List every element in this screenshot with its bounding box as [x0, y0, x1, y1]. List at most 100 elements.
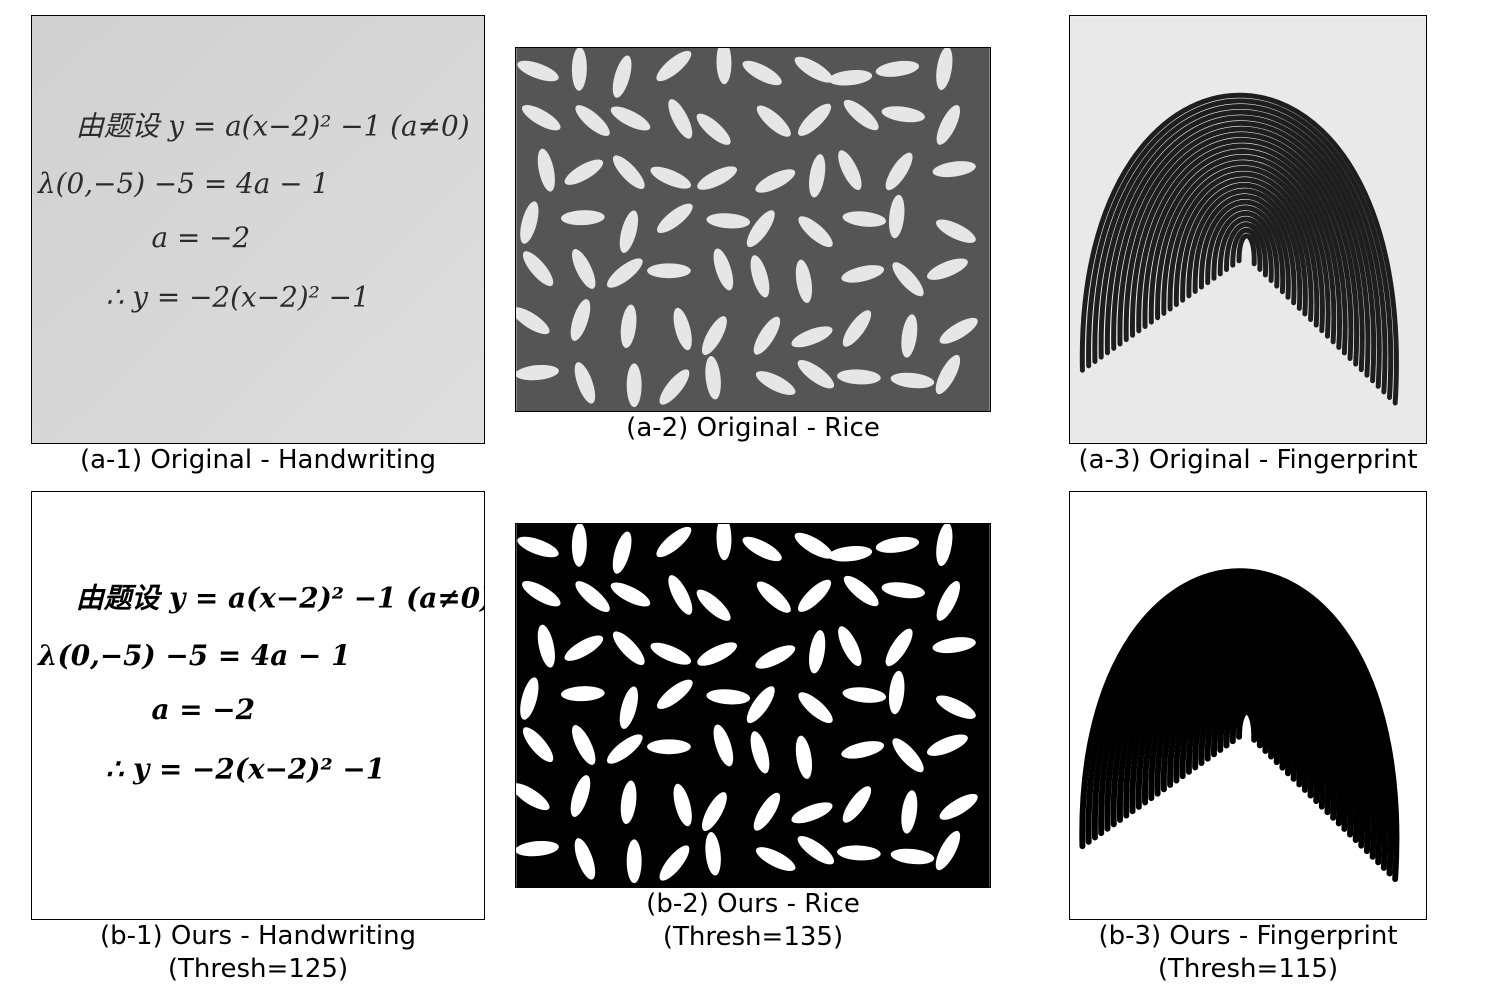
rice-grain	[572, 725, 596, 765]
caption-b3-line1: (b-3) Ours - Fingerprint	[1098, 921, 1398, 951]
rice-grain	[755, 169, 796, 193]
rice-grain	[612, 155, 645, 190]
rice-grain	[842, 211, 887, 227]
fingerprint-ridge	[1148, 154, 1337, 345]
fingerprint-ridge	[1111, 120, 1371, 378]
caption-b1-line1: (b-1) Ours - Handwriting	[99, 921, 417, 951]
rice-grain	[697, 642, 738, 666]
rice-grain	[791, 802, 833, 824]
rice-grain	[936, 104, 961, 145]
rice-grain	[795, 735, 813, 779]
rice-grain	[656, 679, 693, 710]
panel-a2-rice-original	[515, 47, 991, 412]
rice-grain	[659, 369, 690, 405]
rice-grain	[926, 258, 968, 280]
rice-grain	[794, 532, 833, 559]
caption-b2-line1: (b-2) Ours - Rice	[646, 889, 860, 919]
fingerprint-ridge	[1086, 98, 1394, 400]
rice-grain	[926, 734, 968, 756]
rice-grain	[888, 670, 905, 715]
rice-grain	[575, 105, 610, 137]
caption-a3-line1: (a-3) Original - Fingerprint	[1078, 445, 1418, 475]
rice-grain	[890, 372, 935, 389]
rice-grain	[570, 299, 591, 341]
fingerprint-ridge	[1123, 607, 1360, 844]
rice-grain	[705, 832, 721, 876]
handwriting-bin-line-1: 由题设 y = a(x−2)² −1 (a≠0)	[76, 581, 484, 614]
rice-grain	[713, 724, 734, 767]
fingerprint-ridge	[1079, 568, 1400, 883]
rice-grain	[620, 304, 637, 349]
fingerprint-binarized-image	[1070, 492, 1426, 919]
fingerprint-ridge	[1130, 137, 1354, 361]
rice-grain	[606, 258, 643, 288]
fingerprint-ridge	[1135, 618, 1349, 832]
handwriting-original-image: 由题设 y = a(x−2)² −1 (a≠0) λ(0,−5) −5 = 4a…	[32, 16, 484, 443]
rice-grain	[673, 783, 692, 827]
rice-grain	[574, 838, 596, 880]
rice-grain	[537, 148, 555, 192]
rice-grain	[560, 686, 605, 702]
handwriting-line-1: 由题设 y = a(x−2)² −1 (a≠0)	[76, 109, 470, 142]
rice-grain	[673, 307, 692, 351]
caption-a1: (a-1) Original - Handwriting	[17, 444, 499, 477]
fingerprint-ridge	[1186, 188, 1303, 311]
rice-grain	[935, 830, 961, 871]
rice-grain	[756, 105, 791, 137]
caption-b2: (b-2) Ours - Rice (Thresh=135)	[500, 888, 1006, 954]
rice-grain	[612, 631, 645, 666]
fingerprint-ridge	[1091, 579, 1388, 871]
handwriting-bin-line-3: a = −2	[151, 693, 255, 726]
rice-grain	[809, 154, 826, 198]
handwriting-bin-line-2: λ(0,−5) −5 = 4a − 1	[37, 639, 350, 672]
fingerprint-ridge	[1155, 160, 1331, 339]
rice-grain	[746, 210, 775, 248]
handwriting-bin-line-4: ∴ y = −2(x−2)² −1	[106, 753, 385, 786]
rice-grain	[516, 364, 559, 381]
fingerprint-ridge	[1167, 647, 1320, 805]
caption-a3: (a-3) Original - Fingerprint	[1050, 444, 1446, 477]
rice-grain	[935, 695, 976, 719]
rice-grain	[659, 845, 690, 881]
handwriting-line-4: ∴ y = −2(x−2)² −1	[106, 281, 370, 314]
fingerprint-ridge	[1079, 92, 1399, 406]
rice-grain	[619, 210, 639, 253]
rice-grain	[612, 55, 632, 98]
fingerprint-ridge	[1117, 126, 1365, 373]
rice-grain	[797, 359, 835, 389]
rice-grain	[797, 835, 835, 865]
caption-a2-line1: (a-2) Original - Rice	[626, 413, 880, 443]
rice-grain	[888, 194, 905, 239]
rice-grain	[809, 630, 826, 674]
fingerprint-ridge	[1142, 149, 1343, 350]
rice-grain	[837, 369, 881, 385]
handwriting-line-3: a = −2	[151, 221, 250, 254]
rice-grain	[537, 624, 555, 668]
rice-grain	[936, 580, 961, 621]
rice-grain	[875, 60, 920, 77]
rice-grain	[841, 741, 885, 759]
handwriting-line-2: λ(0,−5) −5 = 4a − 1	[37, 167, 329, 200]
rice-grain	[706, 213, 751, 229]
rice-grain	[705, 356, 721, 400]
rice-grain	[701, 792, 727, 832]
panel-b2-rice-binarized	[515, 523, 991, 888]
rice-grain	[755, 645, 796, 669]
rice-grain	[520, 201, 539, 244]
rice-grain	[753, 316, 781, 355]
rice-grain	[932, 637, 976, 654]
caption-a1-line1: (a-1) Original - Handwriting	[79, 445, 437, 475]
rice-grain	[795, 259, 813, 303]
fingerprint-ridge	[1148, 630, 1337, 821]
rice-grain	[753, 792, 781, 831]
rice-grain	[932, 161, 976, 178]
rice-grain	[755, 847, 796, 872]
fingerprint-ridge	[1217, 692, 1275, 760]
rice-grain	[606, 734, 643, 764]
rice-grain	[885, 628, 913, 667]
panel-a3-fingerprint-original	[1069, 15, 1427, 444]
rice-grain	[881, 582, 925, 599]
rice-grain	[612, 531, 632, 574]
rice-grain	[750, 255, 770, 298]
fingerprint-ridge	[1167, 171, 1320, 328]
